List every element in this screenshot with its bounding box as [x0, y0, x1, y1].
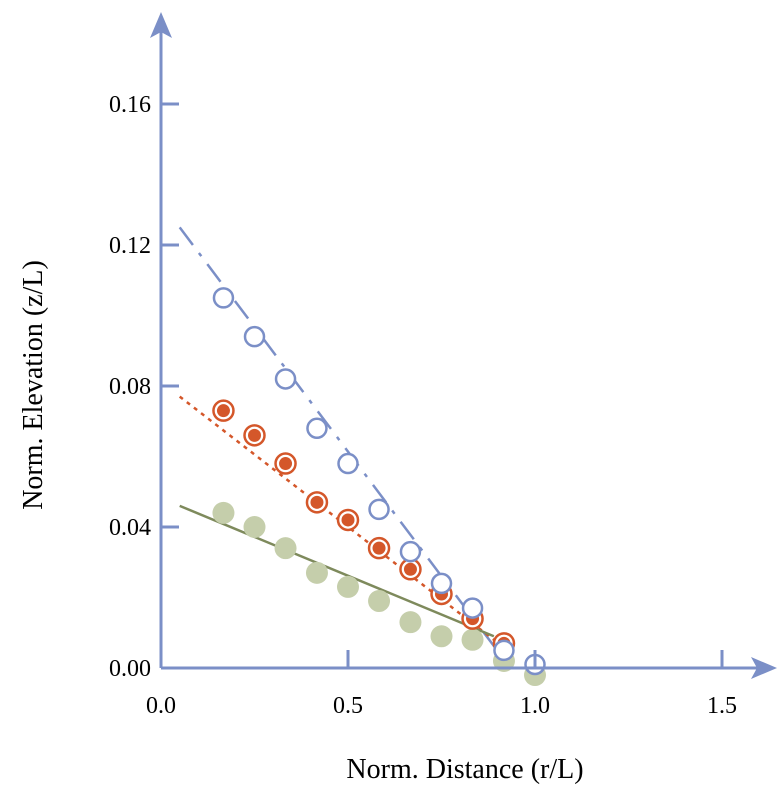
point-filled-circle [337, 575, 359, 598]
point-ringed-dot-core [341, 513, 355, 527]
tick-labels: 0.0 0.5 1.0 1.5 0.00 0.04 0.08 0.12 0.16 [109, 92, 737, 719]
point-open-circle [306, 417, 328, 440]
x-tick-label: 0.0 [146, 693, 176, 719]
y-tick-label: 0.04 [109, 515, 151, 541]
y-tick-label: 0.12 [109, 233, 151, 259]
point-filled-circle [305, 561, 328, 584]
point-open-circle [274, 368, 297, 390]
point-ringed-dot-core [372, 541, 386, 555]
point-ringed-dot-core [279, 457, 293, 471]
point-open-circle [368, 498, 390, 521]
fit-lines [178, 226, 507, 662]
x-tick-label: 0.5 [333, 693, 363, 719]
point-filled-circle [399, 611, 422, 634]
point-open-circle [461, 597, 484, 619]
point-ringed-dot-core [248, 428, 261, 442]
point-filled-circle [368, 590, 391, 613]
x-tick-label: 1.0 [520, 693, 550, 719]
point-filled-circle [430, 625, 453, 648]
point-filled-circle [243, 516, 266, 538]
data-points [212, 287, 546, 687]
point-open-circle [399, 540, 422, 563]
y-tick-label: 0.00 [109, 656, 151, 682]
y-tick-label: 0.16 [109, 92, 151, 118]
y-tick-label: 0.08 [109, 374, 151, 400]
point-open-circle [337, 452, 359, 475]
point-ringed-dot-core [403, 562, 417, 576]
point-open-circle [430, 572, 453, 595]
y-axis-arrow [150, 12, 172, 38]
x-axis-arrow [751, 657, 777, 679]
x-axis-title: Norm. Distance (r/L) [346, 754, 583, 785]
point-open-circle [493, 639, 515, 662]
y-axis-title: Norm. Elevation (z/L) [18, 260, 49, 510]
fit-line-series-2 [179, 504, 495, 638]
point-filled-circle [274, 537, 297, 560]
point-open-circle [243, 325, 266, 348]
point-ringed-dot-core [310, 495, 324, 509]
point-ringed-dot-core [216, 404, 230, 418]
fit-line-series-1 [178, 395, 495, 641]
point-open-circle [212, 287, 235, 309]
x-tick-label: 1.5 [707, 693, 737, 719]
point-filled-circle [212, 501, 235, 524]
axes [150, 12, 777, 679]
point-filled-circle [461, 628, 484, 651]
